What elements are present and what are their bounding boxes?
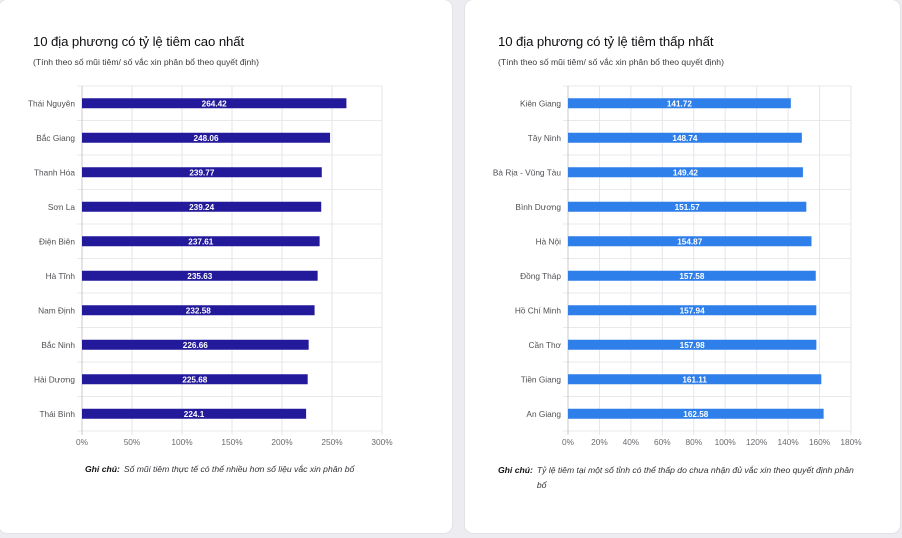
bar-value-label: 157.94 [680, 306, 705, 315]
bar-value-label: 232.58 [186, 306, 211, 315]
bar-value-label: 224.1 [184, 410, 205, 419]
bar-value-label: 237.61 [188, 237, 213, 246]
bar-value-label: 226.66 [183, 341, 208, 350]
category-label: Tiền Giang [521, 374, 562, 384]
x-tick-label: 300% [371, 437, 393, 447]
chart-card-lowest: 10 địa phương có tỷ lệ tiêm thấp nhất (T… [464, 0, 901, 534]
x-tick-label: 0% [76, 437, 89, 447]
chart-subtitle: (Tính theo số mũi tiêm/ số vắc xin phân … [33, 57, 259, 67]
bar [82, 236, 320, 247]
category-label: Bình Dương [515, 202, 561, 212]
bar [82, 270, 318, 281]
bar [568, 339, 817, 350]
x-tick-label: 80% [685, 437, 702, 447]
bar [82, 305, 315, 316]
bar [82, 132, 331, 143]
category-label: Bắc Ninh [41, 340, 75, 350]
x-tick-label: 100% [715, 437, 737, 447]
bar [568, 408, 824, 419]
bar [82, 201, 322, 212]
bar [568, 236, 812, 247]
category-label: Sơn La [48, 202, 76, 212]
bar-value-label: 154.87 [677, 237, 702, 246]
x-tick-label: 180% [840, 437, 862, 447]
bar [568, 270, 816, 281]
category-label: Tây Ninh [528, 133, 562, 143]
bar-value-label: 239.77 [189, 168, 214, 177]
category-label: Bắc Giang [36, 133, 75, 143]
bar-value-label: 225.68 [182, 375, 207, 384]
bar-value-label: 157.58 [679, 272, 704, 281]
category-label: Bà Rịa - Vũng Tàu [493, 167, 561, 177]
x-tick-label: 250% [321, 437, 343, 447]
note-label: Ghi chú: [85, 464, 120, 474]
category-label: Thái Bình [39, 409, 75, 419]
bar [568, 374, 822, 385]
category-label: Cần Thơ [529, 340, 562, 350]
x-tick-label: 200% [271, 437, 293, 447]
note-text: Tỷ lệ tiêm tại một số tỉnh có thể thấp d… [536, 465, 854, 490]
bar [82, 408, 307, 419]
x-tick-label: 160% [809, 437, 831, 447]
bar [568, 132, 802, 143]
x-tick-label: 60% [654, 437, 671, 447]
chart-subtitle: (Tính theo số mũi tiêm/ số vắc xin phân … [498, 57, 724, 67]
bar-value-label: 248.06 [194, 134, 219, 143]
bar [82, 98, 347, 109]
note-label: Ghi chú: [498, 465, 533, 475]
bar-value-label: 151.57 [675, 203, 700, 212]
chart-title: 10 địa phương có tỷ lệ tiêm thấp nhất [498, 34, 714, 49]
bar [568, 305, 817, 316]
note-text: Số mũi tiêm thực tế có thể nhiều hơn số … [123, 464, 355, 474]
chart-note: Ghi chú: Số mũi tiêm thực tế có thể nhiề… [85, 462, 354, 477]
chart-note: Ghi chú: Tỷ lệ tiêm tại một số tỉnh có t… [498, 463, 859, 493]
category-label: Hồ Chí Minh [515, 305, 561, 315]
bar [568, 201, 807, 212]
x-tick-label: 100% [171, 437, 193, 447]
category-label: Kiên Giang [520, 98, 561, 108]
bar-value-label: 161.11 [682, 375, 707, 384]
x-tick-label: 150% [221, 437, 243, 447]
bar-value-label: 239.24 [189, 203, 214, 212]
chart-card-highest: 10 địa phương có tỷ lệ tiêm cao nhất (Tí… [0, 0, 453, 534]
x-tick-label: 20% [591, 437, 608, 447]
bar-value-label: 157.98 [680, 341, 705, 350]
bar-value-label: 264.42 [202, 99, 227, 108]
x-tick-label: 0% [562, 437, 575, 447]
category-label: Nam Định [38, 305, 75, 315]
bar [82, 339, 309, 350]
chart-title: 10 địa phương có tỷ lệ tiêm cao nhất [33, 34, 245, 49]
category-label: Thái Nguyên [28, 98, 75, 108]
category-label: Hà Tĩnh [46, 271, 76, 281]
x-tick-label: 50% [124, 437, 141, 447]
category-label: An Giang [526, 409, 561, 419]
x-tick-label: 120% [746, 437, 768, 447]
category-label: Đồng Tháp [520, 271, 561, 281]
category-label: Điện Biên [39, 236, 75, 246]
bar-value-label: 235.63 [187, 272, 212, 281]
category-label: Hải Dương [34, 374, 75, 384]
bar [82, 167, 322, 178]
bar [82, 374, 308, 385]
bar [568, 98, 791, 109]
bar-value-label: 162.58 [683, 410, 708, 419]
bar-value-label: 149.42 [673, 168, 698, 177]
x-tick-label: 140% [777, 437, 799, 447]
bar [568, 167, 803, 178]
bar-value-label: 148.74 [672, 134, 697, 143]
bar-value-label: 141.72 [667, 99, 692, 108]
category-label: Hà Nội [536, 236, 562, 246]
x-tick-label: 40% [623, 437, 640, 447]
category-label: Thanh Hóa [34, 167, 75, 177]
